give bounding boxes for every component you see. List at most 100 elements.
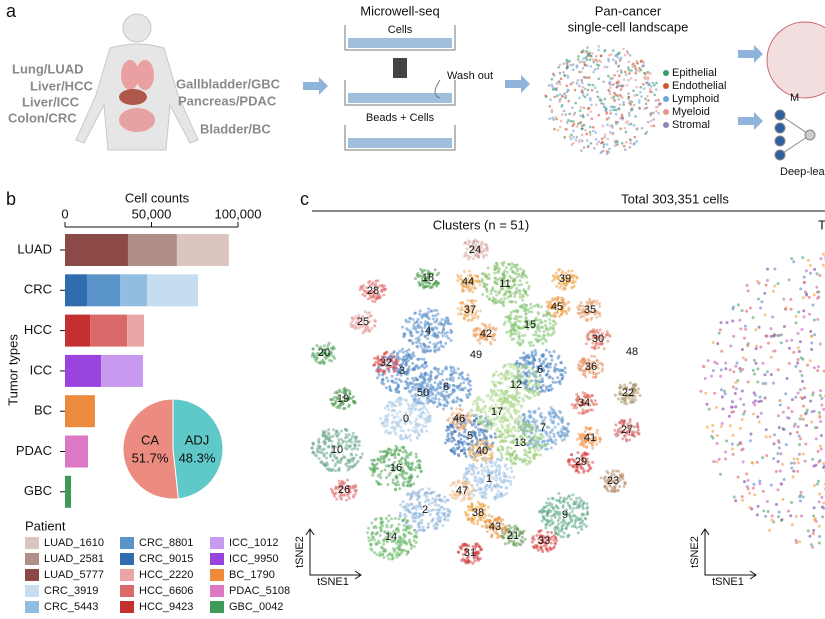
- cell-dot: [593, 346, 597, 350]
- cell-dot: [406, 551, 410, 555]
- dot: [620, 113, 624, 117]
- cell-dot: [426, 272, 430, 276]
- cell-dot: [415, 422, 419, 426]
- cell-dot: [347, 496, 351, 500]
- cell-dot: [422, 342, 426, 346]
- cell-dot: [507, 425, 511, 429]
- cell-dot: [625, 439, 629, 443]
- cell-dot: [526, 353, 530, 357]
- cell-dot: [517, 429, 521, 433]
- cell-dot: [530, 320, 534, 324]
- cell-dot: [378, 525, 382, 529]
- cell-dot: [337, 479, 341, 483]
- cell-dot: [344, 433, 348, 437]
- cell-dot: [592, 331, 596, 335]
- cell-dot: [637, 387, 641, 391]
- cell-dot: [401, 450, 405, 454]
- cell-dot: [490, 464, 494, 468]
- cell-dot: [505, 330, 509, 334]
- cell-dot: [605, 469, 609, 473]
- cell-dot: [474, 509, 478, 513]
- cell-dot: [528, 425, 532, 429]
- cell-dot: [602, 347, 606, 351]
- cell-dot: [339, 458, 343, 462]
- cell-dot: [457, 550, 461, 554]
- cell-dot: [405, 519, 409, 523]
- dot: [605, 152, 609, 156]
- cell-dot: [500, 435, 504, 439]
- cell-dot: [545, 504, 549, 508]
- cell-dot: [331, 354, 335, 358]
- cell-dot: [511, 404, 515, 408]
- cell-dot: [458, 388, 462, 392]
- cell-dot: [472, 470, 476, 474]
- cell-dot: [501, 445, 505, 449]
- cell-dot: [533, 323, 537, 326]
- dot: [645, 130, 649, 134]
- cell-dot: [617, 469, 621, 473]
- cell-dot: [365, 531, 369, 535]
- cell-dot: [585, 457, 589, 461]
- cell-dot: [391, 463, 395, 467]
- cell-dot: [541, 383, 545, 387]
- cell-dot: [475, 408, 479, 412]
- cell-dot: [475, 436, 479, 440]
- cell-dot: [582, 403, 586, 407]
- dot: [597, 77, 601, 81]
- cell-dot: [445, 334, 449, 338]
- cell-dot: [459, 437, 463, 441]
- cell-dot: [372, 458, 376, 462]
- cell-dot: [370, 290, 374, 294]
- cell-dot: [386, 418, 390, 422]
- cell-dot: [572, 458, 576, 462]
- cell-dot: [491, 476, 495, 480]
- cell-dot: [441, 328, 445, 332]
- cell-dot: [388, 364, 392, 368]
- cell-dot: [607, 333, 611, 337]
- dot: [584, 128, 587, 132]
- cell-dot: [382, 382, 386, 386]
- cell-dot: [521, 272, 525, 276]
- cell-dot: [558, 516, 562, 520]
- cell-dot: [566, 422, 570, 426]
- cell-dot: [413, 420, 417, 424]
- cell-dot: [534, 543, 538, 547]
- dot: [584, 56, 588, 59]
- cell-dot: [619, 400, 623, 404]
- cell-dot: [353, 436, 357, 440]
- dot: [550, 77, 554, 81]
- cell-dot: [500, 454, 504, 458]
- dot: [588, 125, 592, 129]
- cell-dot: [329, 353, 333, 357]
- dot: [638, 67, 641, 70]
- dot: [583, 63, 587, 67]
- cell-dot: [457, 372, 461, 376]
- cell-dot: [530, 352, 534, 356]
- cell-dot: [587, 468, 591, 472]
- cell-dot: [589, 361, 593, 365]
- cell-dot: [324, 429, 328, 433]
- dot: [634, 67, 637, 71]
- cell-dot: [446, 322, 450, 326]
- cell-dot: [630, 433, 634, 437]
- cell-dot: [420, 487, 424, 491]
- legend-title: Patient: [25, 518, 66, 533]
- cell-dot: [506, 541, 510, 545]
- cell-dot: [386, 413, 390, 417]
- cell-dot: [535, 446, 539, 450]
- cell-dot: [521, 413, 525, 417]
- cell-dot: [579, 366, 583, 370]
- cell-dot: [401, 361, 405, 365]
- cell-dot: [379, 476, 383, 480]
- cell-dot: [401, 325, 405, 329]
- cell-dot: [503, 439, 507, 443]
- cell-dot: [382, 421, 386, 425]
- cell-dot: [620, 474, 624, 478]
- cell-dot: [564, 497, 568, 501]
- cell-dot: [523, 365, 527, 369]
- cell-dot: [543, 319, 547, 323]
- cell-dot: [450, 433, 454, 437]
- cell-dot: [488, 397, 492, 401]
- cell-dot: [510, 469, 514, 473]
- cell-dot: [394, 488, 398, 492]
